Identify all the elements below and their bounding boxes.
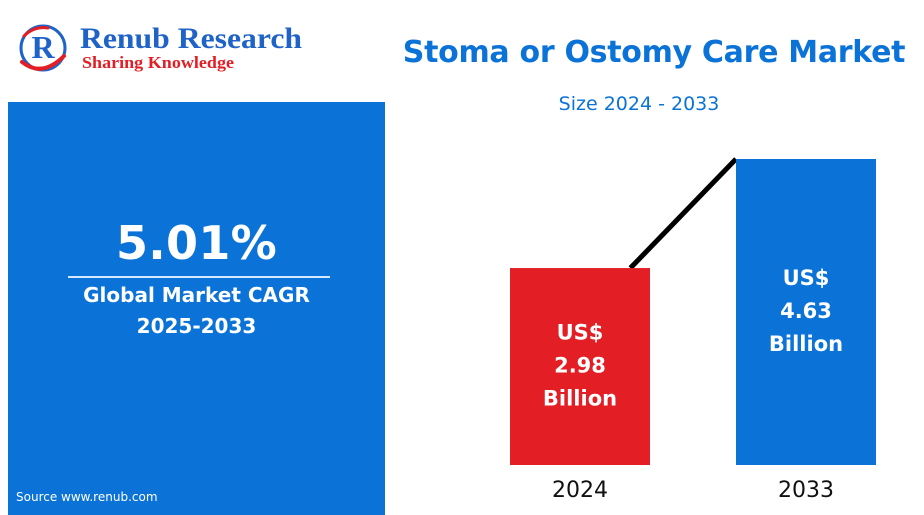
cagr-divider	[68, 276, 330, 278]
bar-2024	[510, 268, 650, 465]
logo-swoosh	[20, 54, 66, 71]
brand-name: Renub Research	[80, 22, 302, 55]
market-title: Stoma or Ostomy Care Market	[402, 35, 906, 70]
bar-2033	[736, 159, 876, 465]
cagr-label: Global Market CAGR	[83, 283, 310, 307]
logo-graphic: R Renub Research Sharing Knowledge	[19, 22, 302, 72]
trend-line	[628, 157, 738, 270]
brand-tagline: Sharing Knowledge	[82, 53, 234, 72]
category-label-2024: 2024	[552, 478, 608, 503]
category-label-2033: 2033	[778, 478, 834, 503]
market-subtitle: Size 2024 - 2033	[558, 93, 720, 115]
data-label-2033-line-3: Billion	[769, 332, 843, 356]
bar-chart-svg: US$ 2.98 Billion 2024 US$ 4.63 Billion 2033	[510, 157, 876, 503]
market-size-chart: US$ 2.98 Billion 2024 US$ 4.63 Billion 2033	[480, 140, 920, 515]
cagr-panel: 5.01% Global Market CAGR 2025-2033 Sourc…	[8, 102, 385, 515]
source-note: Source www.renub.com	[16, 490, 158, 504]
cagr-value: 5.01%	[115, 216, 278, 270]
logo-letter: R	[31, 29, 55, 65]
logo-arc	[22, 26, 50, 38]
data-label-2033-line-2: 4.63	[780, 299, 832, 323]
data-label-2024-line-2: 2.98	[554, 354, 606, 378]
renub-research-logo[interactable]: R Renub Research Sharing Knowledge	[14, 18, 314, 84]
cagr-period: 2025-2033	[136, 314, 257, 338]
data-label-2033-line-1: US$	[783, 266, 830, 290]
data-label-2024-line-1: US$	[557, 321, 604, 345]
data-label-2024-line-3: Billion	[543, 387, 617, 411]
